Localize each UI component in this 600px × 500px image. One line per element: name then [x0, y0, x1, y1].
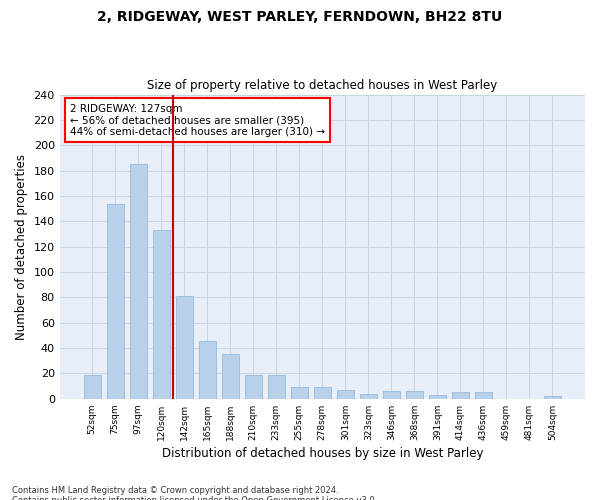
Title: Size of property relative to detached houses in West Parley: Size of property relative to detached ho…	[147, 79, 497, 92]
Bar	[83, 374, 101, 399]
Bar	[152, 230, 170, 399]
Text: 2, RIDGEWAY, WEST PARLEY, FERNDOWN, BH22 8TU: 2, RIDGEWAY, WEST PARLEY, FERNDOWN, BH22…	[97, 10, 503, 24]
Bar	[130, 164, 147, 399]
Bar	[360, 394, 377, 399]
Bar	[314, 388, 331, 399]
Bar	[544, 396, 561, 399]
Bar	[199, 340, 216, 399]
X-axis label: Distribution of detached houses by size in West Parley: Distribution of detached houses by size …	[161, 447, 483, 460]
Text: 2 RIDGEWAY: 127sqm
← 56% of detached houses are smaller (395)
44% of semi-detach: 2 RIDGEWAY: 127sqm ← 56% of detached hou…	[70, 104, 325, 137]
Bar	[107, 204, 124, 399]
Bar	[337, 390, 354, 399]
Bar	[475, 392, 492, 399]
Bar	[221, 354, 239, 399]
Bar	[452, 392, 469, 399]
Text: Contains HM Land Registry data © Crown copyright and database right 2024.: Contains HM Land Registry data © Crown c…	[12, 486, 338, 495]
Bar	[383, 391, 400, 399]
Bar	[406, 391, 423, 399]
Text: Contains public sector information licensed under the Open Government Licence v3: Contains public sector information licen…	[12, 496, 377, 500]
Bar	[176, 296, 193, 399]
Bar	[429, 395, 446, 399]
Bar	[268, 374, 285, 399]
Y-axis label: Number of detached properties: Number of detached properties	[15, 154, 28, 340]
Bar	[245, 374, 262, 399]
Bar	[290, 388, 308, 399]
